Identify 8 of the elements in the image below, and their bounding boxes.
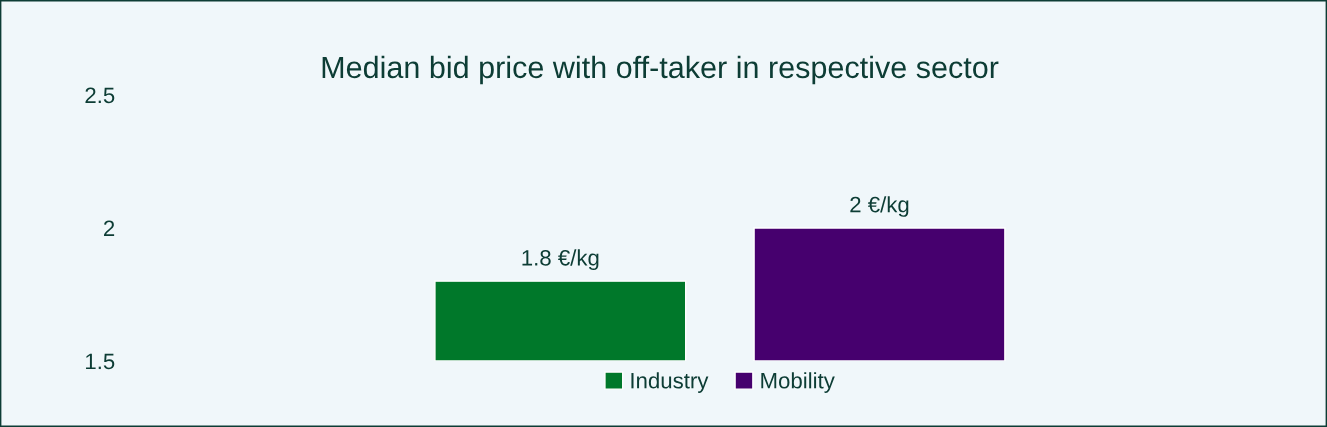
y-tick-label: 1.5 — [86, 353, 115, 370]
data-label: 2 €/kg — [850, 196, 909, 217]
legend-label: Mobility — [761, 372, 835, 393]
y-tick-label: 2 — [103, 220, 115, 237]
y-tick-label: 2.5 — [85, 87, 115, 104]
legend-label: Industry — [631, 372, 709, 393]
chart-title: Median bid price with off-taker in respective sector — [322, 55, 999, 85]
data-label: 1.8 €/kg — [522, 249, 599, 271]
